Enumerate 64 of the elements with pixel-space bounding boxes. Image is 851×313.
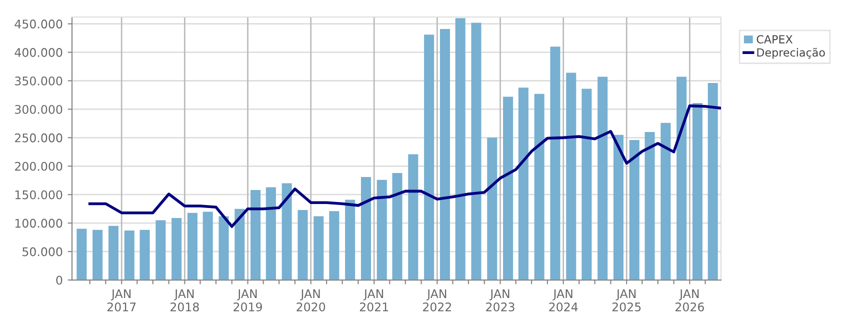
bar — [487, 138, 498, 280]
y-tick-label: 450.000 — [14, 20, 62, 28]
bar — [471, 22, 482, 280]
x-tick-label: JAN 2017 — [107, 289, 136, 312]
bar — [408, 154, 418, 280]
bar — [329, 211, 340, 280]
bar — [660, 122, 671, 280]
bar — [582, 88, 592, 280]
bar — [676, 76, 687, 280]
y-tick-label: 200.000 — [15, 162, 62, 171]
bar — [266, 187, 276, 280]
x-tick-label: JAN 2025 — [612, 289, 641, 312]
y-tick-label: 0 — [56, 276, 62, 285]
bar — [282, 183, 292, 280]
y-tick-label: 400.000 — [14, 48, 62, 57]
bar — [92, 230, 103, 280]
y-tick-label: 150.000 — [15, 190, 62, 200]
x-tick-label: JAN 2026 — [676, 289, 704, 312]
x-tick-label: JAN 2019 — [234, 289, 262, 312]
bar — [613, 134, 624, 280]
bar — [566, 72, 576, 280]
x-tick-label: JAN 2022 — [423, 289, 452, 312]
y-tick-label: 300.000 — [15, 104, 62, 114]
x-tick-label: JAN 2024 — [549, 289, 578, 312]
bar — [314, 216, 324, 280]
bar — [503, 96, 514, 280]
x-tick-label: JAN 2023 — [486, 289, 514, 312]
bar — [598, 76, 608, 280]
bar — [250, 190, 261, 280]
bar — [708, 83, 718, 280]
bar — [140, 230, 150, 280]
bar — [234, 208, 245, 280]
bar — [108, 226, 118, 280]
bar — [202, 212, 213, 280]
bar — [376, 180, 387, 280]
bar — [345, 200, 356, 280]
bar — [392, 172, 402, 280]
bar — [218, 216, 229, 280]
bar — [298, 210, 308, 280]
bar — [629, 140, 640, 280]
bar — [424, 34, 434, 280]
x-tick-label: JAN 2021 — [360, 289, 388, 312]
bar — [644, 132, 655, 280]
legend-label: CAPEX — [756, 35, 793, 44]
line-series — [88, 104, 721, 228]
x-tick-label: JAN 2018 — [170, 289, 199, 312]
y-tick-label: 250.000 — [15, 133, 62, 142]
y-tick-label: 50.000 — [22, 247, 62, 256]
bar — [156, 220, 166, 280]
bar — [534, 94, 544, 280]
bar — [360, 176, 371, 280]
y-tick-label: 100.000 — [15, 218, 62, 228]
legend-label: Depreciação — [757, 48, 825, 59]
x-tick-label: JAN 2020 — [296, 289, 326, 312]
y-tick-label: 350.000 — [15, 76, 62, 86]
bar — [187, 212, 198, 280]
bar — [692, 102, 702, 280]
bar — [550, 46, 560, 280]
bar — [76, 228, 87, 280]
bar — [455, 18, 466, 280]
bar — [518, 88, 528, 280]
bar — [124, 230, 134, 280]
bar — [440, 28, 450, 280]
bar — [172, 218, 182, 280]
